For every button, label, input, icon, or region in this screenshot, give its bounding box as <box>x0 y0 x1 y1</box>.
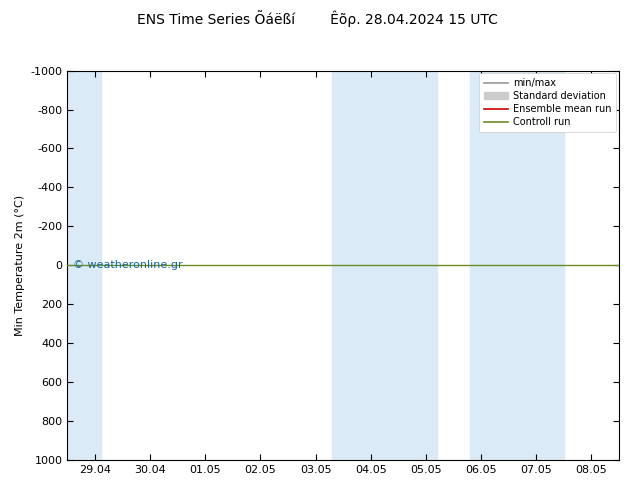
Bar <box>67 71 101 460</box>
Y-axis label: Min Temperature 2m (°C): Min Temperature 2m (°C) <box>15 195 25 336</box>
Text: © weatheronline.gr: © weatheronline.gr <box>73 260 183 270</box>
Text: ENS Time Series Õáëßí        Êõρ. 28.04.2024 15 UTC: ENS Time Series Õáëßí Êõρ. 28.04.2024 15… <box>136 10 498 27</box>
Bar <box>332 71 437 460</box>
Bar <box>470 71 564 460</box>
Legend: min/max, Standard deviation, Ensemble mean run, Controll run: min/max, Standard deviation, Ensemble me… <box>479 74 616 132</box>
